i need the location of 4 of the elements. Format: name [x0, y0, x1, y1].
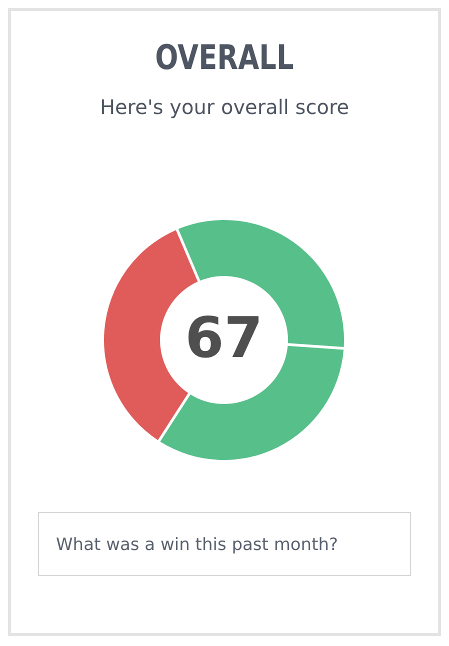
text: 67	[185, 306, 263, 371]
chart-subtitle: Here's your overall score	[98, 95, 350, 119]
text: What was a win this past month?	[56, 535, 338, 555]
chart-title: OVERALL	[154, 38, 295, 78]
